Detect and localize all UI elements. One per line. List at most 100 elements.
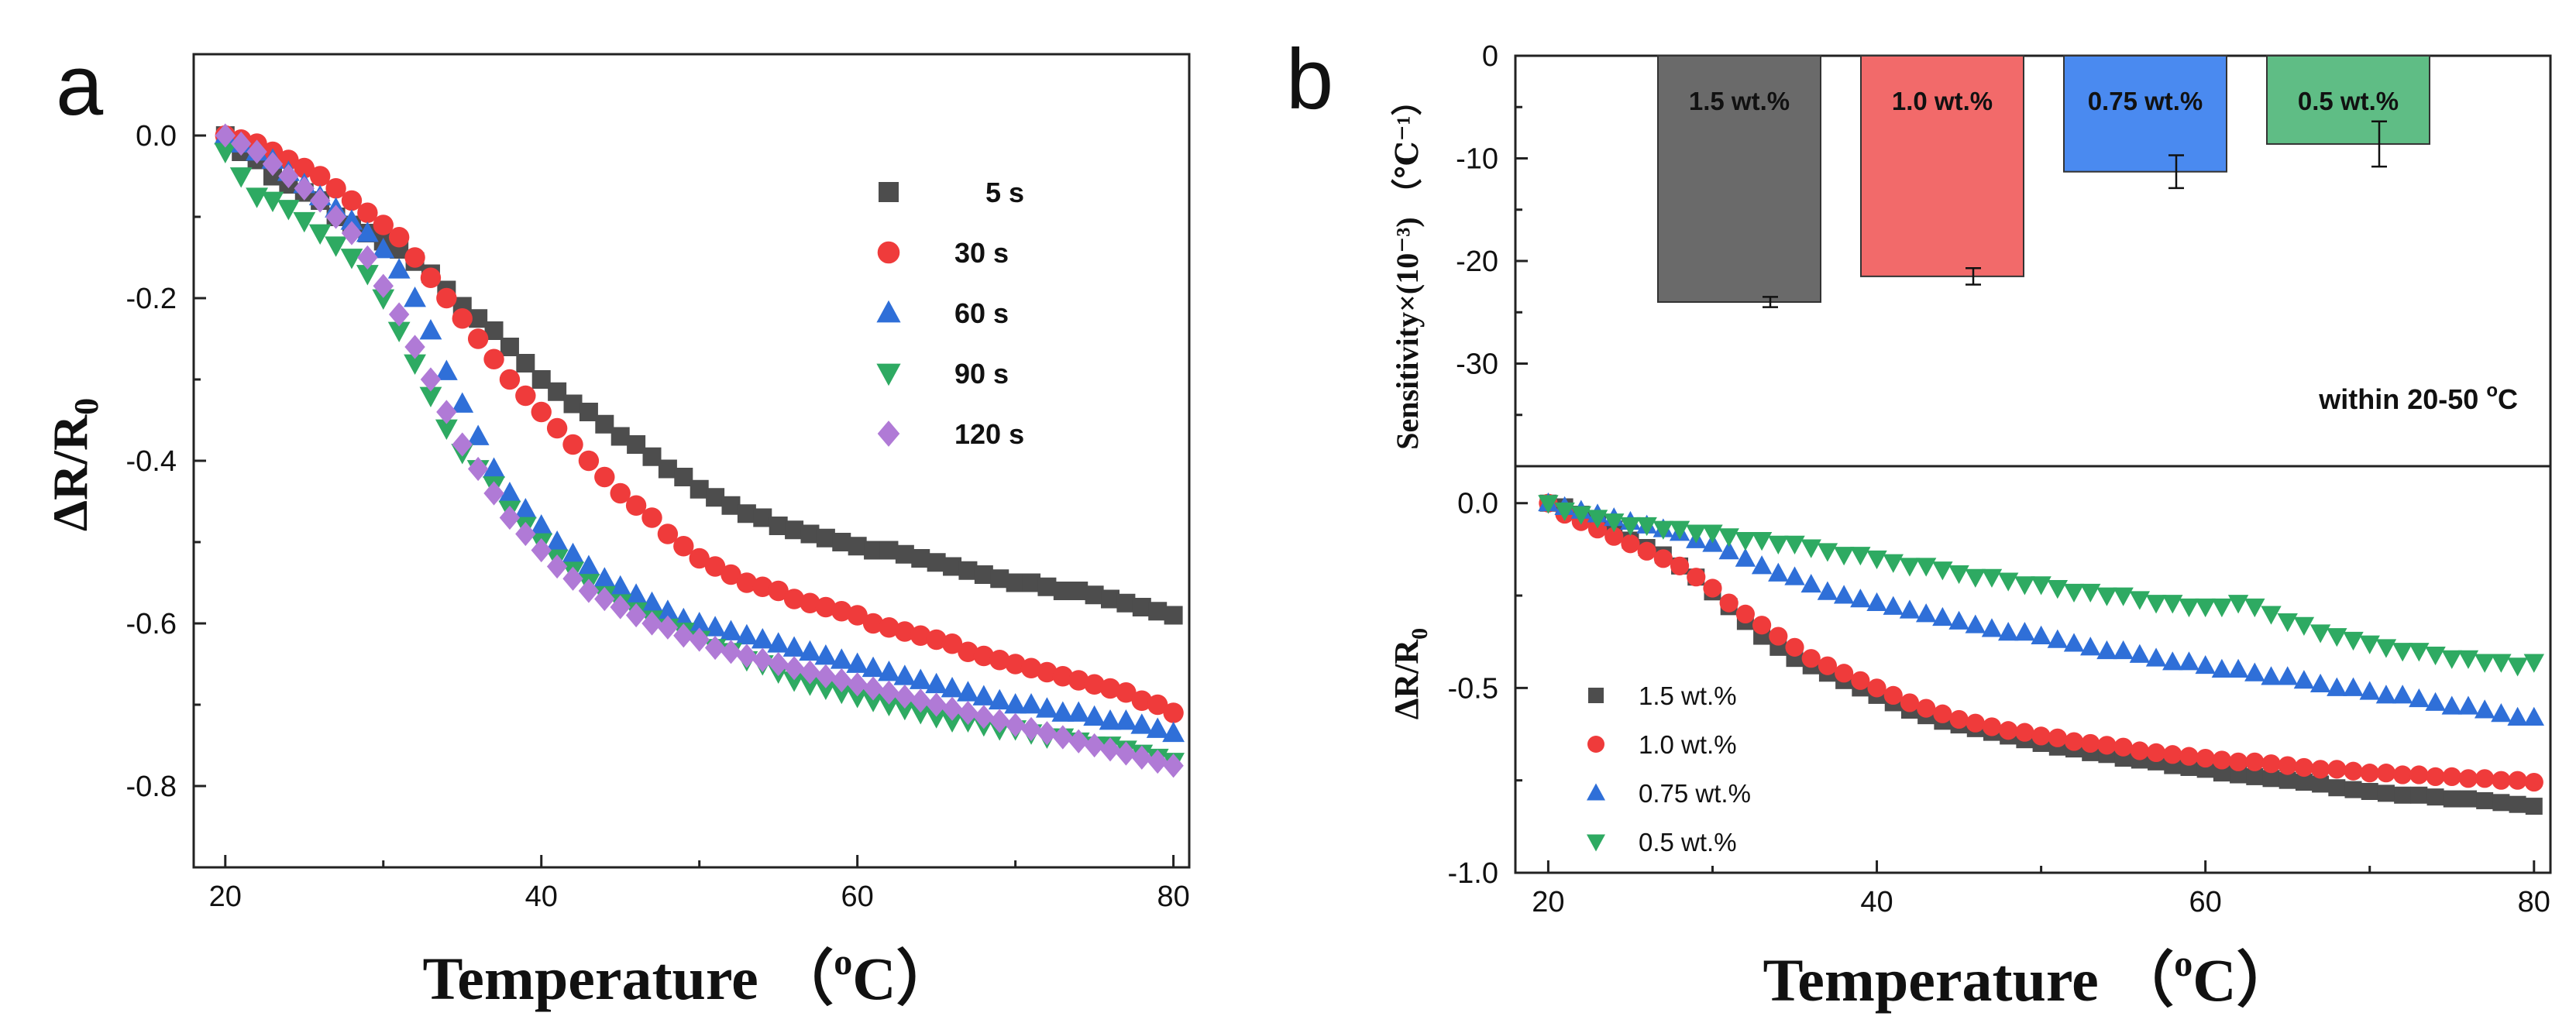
data-point-b <box>1850 547 1871 566</box>
data-point-b <box>2410 786 2428 804</box>
data-point-a <box>230 131 252 156</box>
data-point-b <box>1784 535 1805 554</box>
y-tick-label-a: -0.2 <box>126 283 177 315</box>
data-point-a <box>1164 606 1183 625</box>
data-point-a <box>420 267 442 288</box>
y-tick-label-b-bottom: 0.0 <box>1457 488 1498 520</box>
data-point-b <box>2311 760 2330 779</box>
data-point-b <box>1800 573 1821 593</box>
data-point-a <box>911 549 930 568</box>
data-point-a <box>879 617 899 638</box>
data-point-b <box>2443 790 2461 808</box>
data-point-b <box>1965 614 1986 633</box>
plot-frame-b <box>1514 54 2552 874</box>
data-point-b <box>2179 598 2199 618</box>
data-point-b <box>2457 650 2479 669</box>
data-point-a <box>988 688 1011 710</box>
data-point-b <box>2129 591 2151 610</box>
data-point-b <box>2441 650 2462 669</box>
data-point-a <box>293 211 316 233</box>
legend-marker-a <box>879 182 899 202</box>
data-point-a <box>1099 678 1121 699</box>
data-point-b <box>1751 532 1773 551</box>
data-point-b <box>2278 756 2297 775</box>
data-point-a <box>1083 705 1106 726</box>
data-point-b <box>2409 688 2430 708</box>
data-point-a <box>419 386 442 407</box>
data-point-b <box>2344 781 2362 798</box>
data-point-b <box>2474 699 2495 719</box>
data-point-a <box>941 677 964 698</box>
data-point-a <box>958 561 978 580</box>
data-point-a <box>656 599 679 620</box>
data-point-b <box>2014 576 2035 596</box>
data-point-a <box>753 508 772 527</box>
data-point-b <box>2327 760 2347 779</box>
data-point-b <box>2295 774 2313 791</box>
data-point-a <box>706 488 725 507</box>
data-point-a <box>372 289 395 310</box>
data-point-a <box>452 432 473 457</box>
data-point-a <box>1099 737 1121 762</box>
data-point-b <box>2344 761 2363 781</box>
data-point-b <box>2196 748 2215 768</box>
data-point-a <box>593 567 616 588</box>
data-point-a <box>435 419 458 440</box>
data-point-b <box>2261 606 2282 625</box>
data-point-b <box>2426 788 2444 806</box>
data-point-a <box>1084 674 1105 695</box>
data-point-b <box>2393 765 2413 784</box>
data-point-a <box>957 681 979 702</box>
data-point-a <box>436 287 457 309</box>
data-point-b <box>2227 595 2249 614</box>
data-point-a <box>910 688 931 713</box>
data-point-a <box>1147 694 1168 716</box>
data-point-a <box>563 394 583 414</box>
data-point-a <box>278 149 299 170</box>
data-point-a <box>515 385 536 407</box>
data-point-a <box>325 236 347 257</box>
data-point-b <box>2261 754 2281 774</box>
tick-group-b-bottom: 20 40 60 80 0.0 -0.5 -1.0 <box>1448 488 2550 918</box>
data-point-a <box>1146 717 1169 738</box>
data-point-a <box>974 565 993 584</box>
data-point-a <box>689 627 710 652</box>
bar-1 <box>1657 55 1821 303</box>
data-point-b <box>2360 764 2379 783</box>
data-point-b <box>1833 547 1855 566</box>
data-point-a <box>721 496 741 515</box>
svg-text:ΔR/R0: ΔR/R0 <box>1388 628 1432 719</box>
data-point-a <box>783 656 805 681</box>
data-point-b <box>2014 622 2035 641</box>
data-point-a <box>451 392 474 413</box>
data-point-b <box>1687 568 1706 587</box>
data-point-b <box>1719 593 1739 613</box>
data-point-b <box>2113 640 2134 660</box>
data-point-a <box>1051 701 1075 722</box>
data-point-b <box>1850 589 1871 608</box>
data-point-a <box>927 553 946 572</box>
data-point-a <box>720 620 742 640</box>
data-point-a <box>467 328 489 349</box>
data-point-a <box>752 647 773 672</box>
data-point-a <box>973 705 995 729</box>
data-point-a <box>1020 716 1042 742</box>
data-point-b <box>2359 681 2380 700</box>
data-point-a <box>848 537 867 556</box>
x-tick-label-a: 60 <box>841 881 874 913</box>
data-point-a <box>925 672 948 694</box>
panel-label-b: b <box>1286 32 1333 127</box>
data-point-b <box>1948 610 1969 630</box>
data-point-a <box>1131 690 1153 711</box>
data-point-b <box>1883 685 1903 705</box>
data-point-b <box>1587 520 1608 539</box>
data-point-b <box>2293 670 2315 689</box>
data-point-b <box>1966 713 1985 733</box>
data-point-a <box>531 401 552 423</box>
y-tick-label-a: -0.8 <box>126 771 177 803</box>
data-point-a <box>1037 721 1058 746</box>
data-point-a <box>483 348 504 369</box>
data-point-a <box>1147 749 1168 774</box>
data-point-b <box>1801 649 1821 668</box>
x-axis-title-b: Temperature （oC） <box>1763 943 2296 1014</box>
